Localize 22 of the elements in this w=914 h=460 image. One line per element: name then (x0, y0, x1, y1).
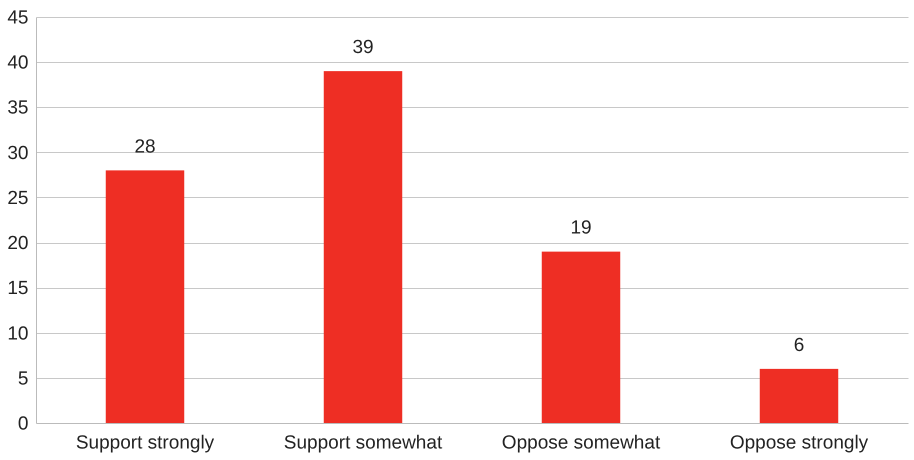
bar (106, 170, 184, 423)
bar (542, 252, 620, 423)
y-tick-label: 25 (7, 188, 28, 209)
data-label: 6 (794, 334, 804, 356)
x-tick-label: Support somewhat (284, 432, 443, 454)
y-tick-label: 5 (18, 368, 28, 390)
data-label: 39 (352, 37, 374, 58)
bar (760, 368, 838, 423)
data-label: 28 (134, 136, 156, 158)
bar (324, 71, 402, 423)
y-tick-label: 20 (7, 233, 28, 254)
y-tick-label: 40 (7, 52, 28, 74)
y-tick-label: 30 (7, 142, 28, 164)
y-tick-label: 35 (7, 98, 28, 119)
y-tick-label: 45 (7, 8, 28, 28)
y-tick-label: 15 (7, 278, 28, 300)
x-tick-label: Support strongly (76, 432, 215, 454)
data-label: 19 (570, 218, 592, 239)
x-tick-label: Oppose somewhat (502, 432, 661, 454)
x-tick-label: Oppose strongly (730, 432, 869, 454)
y-tick-label: 0 (18, 414, 28, 434)
y-tick-label: 10 (7, 323, 28, 344)
